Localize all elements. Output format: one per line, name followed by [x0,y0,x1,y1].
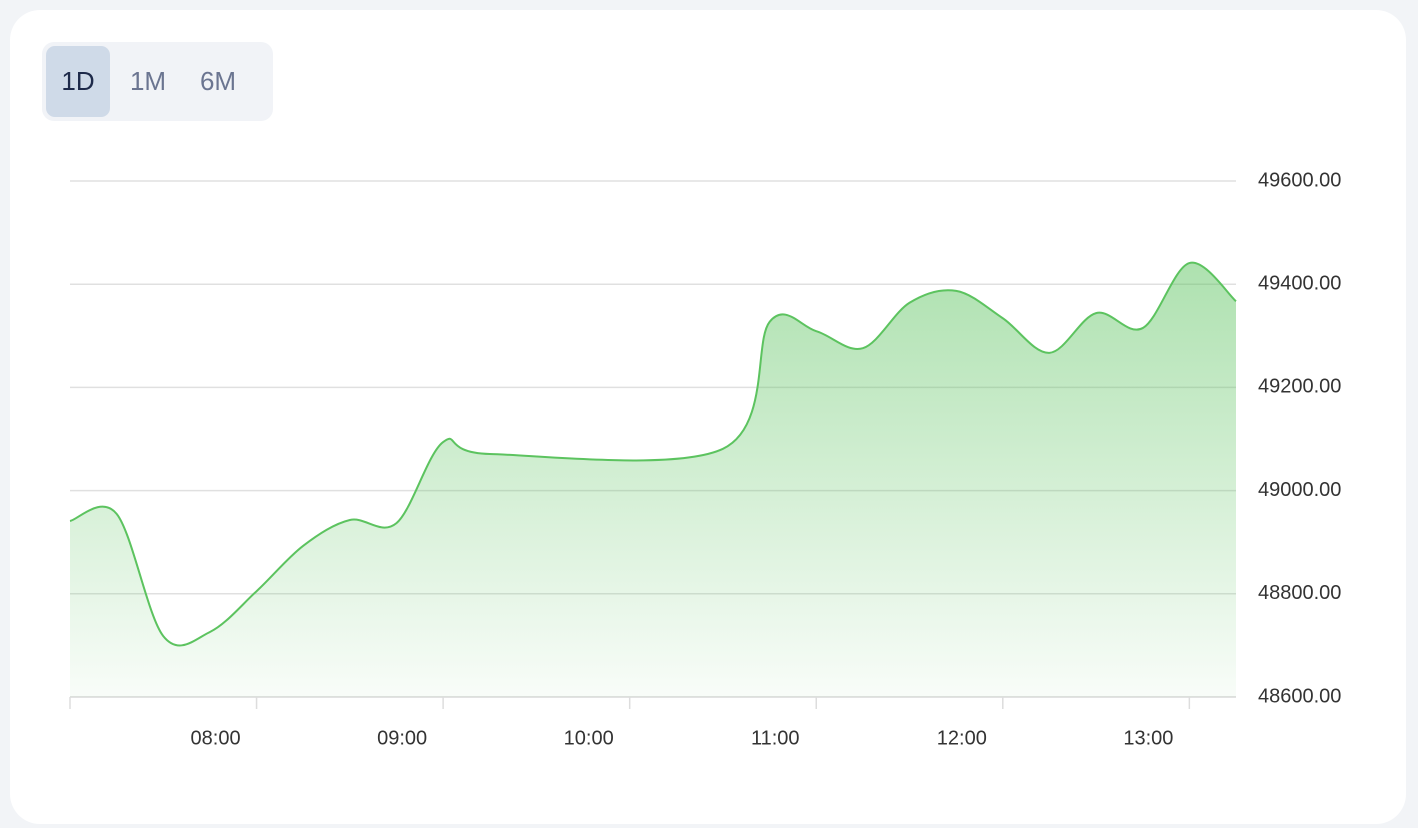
range-tab[interactable]: 1D [46,46,110,117]
range-tab[interactable]: 1M [129,66,167,96]
range-tab[interactable]: 6M [199,66,237,96]
x-tick-label: 08:00 [191,727,241,749]
y-tick-label: 48600.00 [1258,685,1341,707]
x-tick-label: 12:00 [937,727,987,749]
y-tick-label: 48800.00 [1258,582,1341,604]
price-line [69,261,1237,647]
x-tick-label: 10:00 [564,727,614,749]
y-tick-label: 49000.00 [1258,479,1341,501]
x-tick-label: 13:00 [1123,727,1173,749]
x-tick-label: 09:00 [377,727,427,749]
y-tick-label: 49400.00 [1258,272,1341,294]
y-tick-label: 49600.00 [1258,169,1341,191]
range-tabs: 1D 1M 6M [42,42,273,121]
y-tick-label: 49200.00 [1258,376,1341,398]
x-tick-label: 11:00 [751,727,800,749]
area-fill [70,262,1236,697]
